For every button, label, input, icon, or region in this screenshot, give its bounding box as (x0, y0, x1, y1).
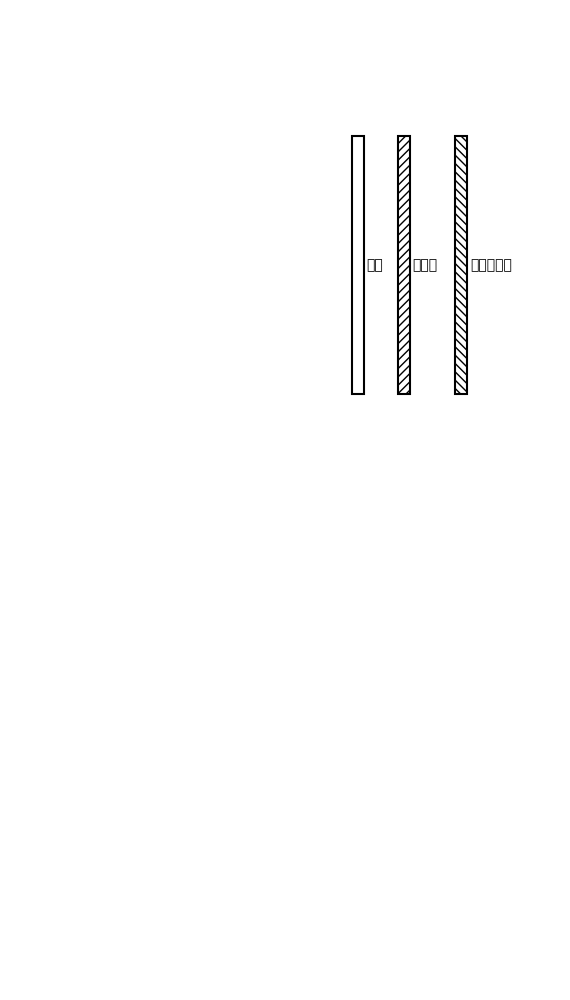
Text: 斜校验: 斜校验 (412, 258, 437, 272)
Bar (352, 136, 364, 394)
Bar (398, 136, 409, 394)
Bar (455, 136, 467, 394)
Text: 数据: 数据 (366, 258, 383, 272)
Text: 反向斜校验: 反向斜校验 (470, 258, 512, 272)
